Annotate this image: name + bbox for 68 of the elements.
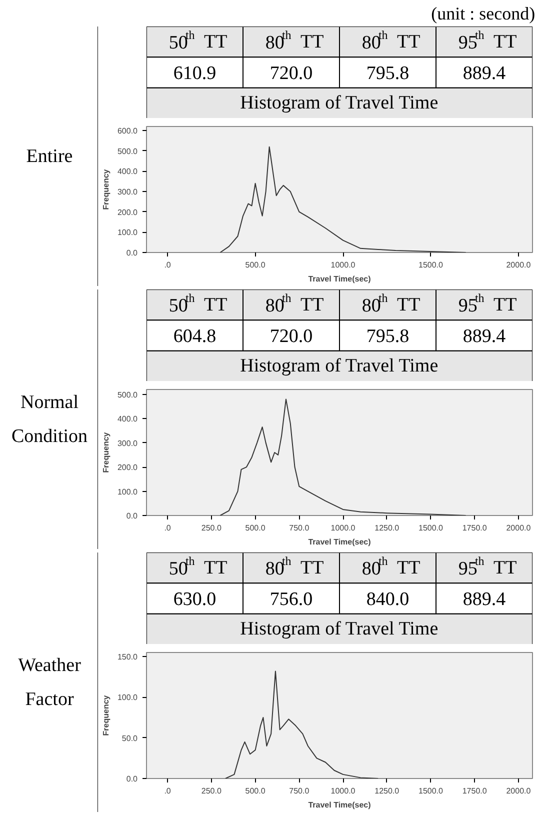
x-tick-label: .0: [164, 786, 172, 796]
x-tick-label: 250.0: [201, 786, 222, 796]
y-tick-label: 500.0: [117, 146, 138, 156]
y-axis-title: Frequency: [101, 168, 110, 210]
x-axis-title: Travel Time(sec): [308, 274, 372, 284]
line-series: [220, 398, 466, 516]
x-axis-title: Travel Time(sec): [308, 538, 372, 546]
x-axis-title: Travel Time(sec): [308, 800, 372, 810]
y-tick-label: 300.0: [117, 438, 138, 448]
text: Weather Factor: [18, 655, 82, 710]
x-tick-label: 500.0: [245, 524, 266, 532]
y-tick-label: 0.0: [126, 248, 138, 258]
text: 610.9: [173, 63, 216, 84]
text: 889.4: [462, 589, 506, 610]
text: (unit : second): [431, 4, 536, 24]
x-tick-label: 1500.0: [418, 524, 444, 532]
x-tick-label: 1000.0: [330, 786, 356, 796]
text: Histogram of Travel Time: [240, 92, 438, 114]
y-tick-label: 500.0: [117, 390, 138, 400]
y-tick-label: 200.0: [117, 208, 138, 217]
line-series: [224, 670, 379, 778]
y-axis-title: Frequency: [101, 432, 110, 473]
x-tick-label: .0: [164, 524, 172, 532]
text: 889.4: [462, 326, 506, 347]
x-tick-label: 2000.0: [506, 260, 532, 270]
y-tick-label: 150.0: [117, 652, 138, 662]
text: 720.0: [270, 63, 313, 84]
y-tick-label: 400.0: [117, 414, 138, 424]
text: 889.4: [462, 63, 506, 84]
text: Histogram of Travel Time: [240, 356, 438, 377]
x-tick-label: 2000.0: [506, 524, 532, 532]
x-tick-label: 1250.0: [374, 786, 400, 796]
x-tick-label: 1000.0: [330, 260, 356, 270]
text: Normal Condition: [11, 392, 88, 447]
y-tick-label: 50.0: [122, 734, 138, 743]
y-axis-title: Frequency: [101, 694, 110, 736]
x-tick-label: 1500.0: [418, 260, 444, 270]
y-tick-label: 0.0: [126, 774, 138, 784]
y-tick-label: 0.0: [126, 512, 138, 520]
x-tick-label: 750.0: [289, 524, 310, 532]
x-tick-label: 1250.0: [374, 524, 400, 532]
y-tick-label: 400.0: [117, 167, 138, 176]
x-tick-label: .0: [164, 260, 172, 270]
x-tick-label: 1000.0: [330, 524, 356, 532]
y-tick-label: 600.0: [117, 126, 138, 136]
x-tick-label: 1750.0: [462, 524, 488, 532]
text: 795.8: [366, 63, 410, 84]
x-tick-label: 500.0: [245, 260, 266, 270]
text: 720.0: [270, 326, 313, 347]
y-tick-label: 100.0: [117, 487, 138, 496]
x-tick-label: 500.0: [245, 786, 266, 796]
x-tick-label: 1750.0: [462, 786, 488, 796]
text: Histogram of Travel Time: [240, 618, 438, 640]
text: 795.8: [366, 326, 410, 347]
y-tick-label: 200.0: [117, 463, 138, 472]
x-tick-label: 1500.0: [418, 786, 444, 796]
y-tick-label: 100.0: [117, 693, 138, 702]
x-tick-label: 2000.0: [506, 786, 532, 796]
y-tick-label: 100.0: [117, 228, 138, 238]
text: Entire: [26, 146, 73, 167]
text: 756.0: [270, 589, 313, 610]
y-tick-label: 300.0: [117, 188, 138, 197]
text: 604.8: [173, 326, 216, 347]
text: 630.0: [173, 589, 216, 610]
line-series: [220, 146, 466, 252]
x-tick-label: 750.0: [289, 786, 310, 796]
text: 840.0: [366, 589, 410, 610]
x-tick-label: 250.0: [201, 524, 222, 532]
